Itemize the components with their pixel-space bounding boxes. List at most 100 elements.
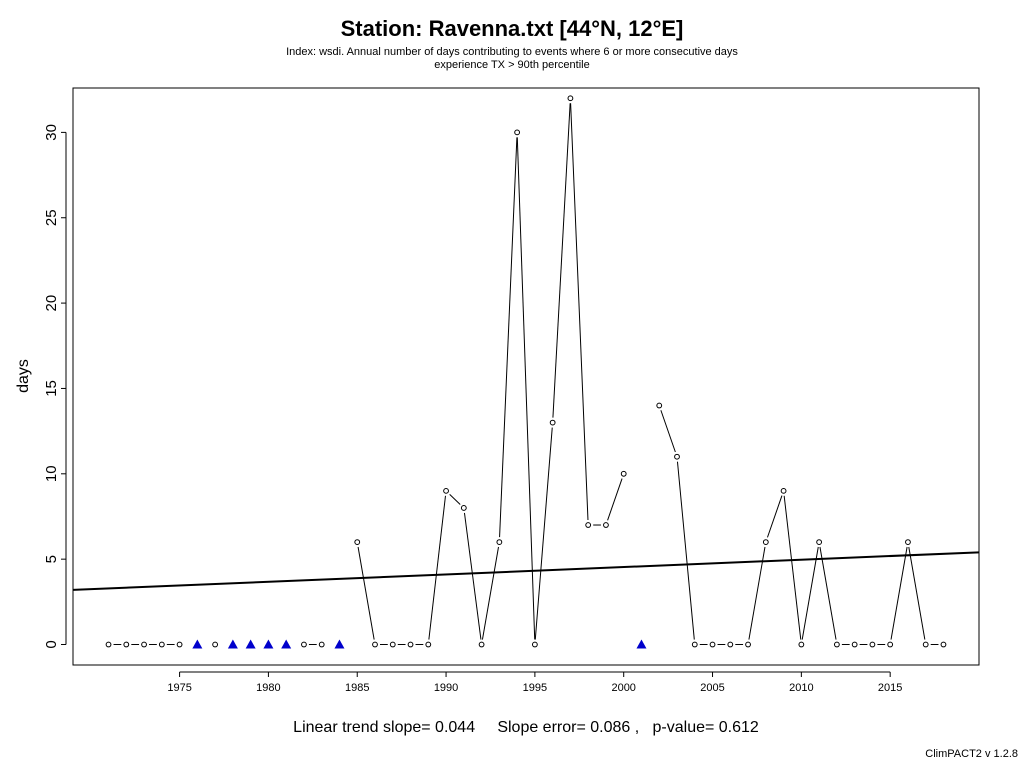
y-tick-label: 30 — [43, 124, 60, 141]
x-tick-label: 2010 — [789, 682, 813, 694]
y-axis-label: days — [15, 359, 32, 393]
x-tick-label: 1995 — [523, 682, 547, 694]
data-point — [780, 487, 787, 494]
data-point — [212, 641, 219, 648]
data-point — [745, 641, 751, 648]
data-point — [496, 539, 503, 545]
subtitle-line-2: experience TX > 90th percentile — [434, 59, 590, 71]
data-point — [887, 641, 894, 648]
missing-marker — [227, 639, 238, 649]
data-point — [727, 641, 734, 648]
data-point — [905, 539, 911, 545]
data-point — [674, 453, 680, 460]
series-segment — [570, 103, 589, 521]
data-point — [798, 641, 805, 648]
data-point — [354, 539, 361, 545]
series-segment — [449, 493, 461, 505]
series-segment — [890, 546, 908, 640]
trend-stats: Linear trend slope= 0.044 Slope error= 0… — [293, 719, 759, 736]
subtitle-line-1: Index: wsdi. Annual number of days contr… — [286, 46, 738, 58]
data-point — [389, 641, 396, 648]
data-point — [407, 641, 414, 648]
data-point — [567, 95, 574, 102]
x-tick-label: 2005 — [700, 682, 724, 694]
data-point — [176, 641, 183, 648]
data-point — [372, 641, 378, 648]
series-segment — [819, 546, 837, 640]
series-segment — [516, 137, 536, 640]
y-tick-label: 15 — [43, 380, 60, 397]
data-point — [851, 641, 858, 648]
x-tick-label: 2000 — [611, 682, 635, 694]
x-axis: 1975 1980 1985 1990 1995 2000 2005 2010 2015 — [167, 671, 902, 694]
y-tick-label: 20 — [43, 295, 60, 312]
series-segment — [607, 478, 623, 521]
data-point — [531, 641, 538, 648]
data-point — [620, 470, 627, 477]
chart-title: Station: Ravenna.txt [44°N, 12°E] — [340, 16, 684, 41]
version-label: ClimPACT2 v 1.2.8 — [925, 748, 1018, 760]
data-point — [123, 641, 130, 648]
y-tick-label: 10 — [43, 465, 60, 482]
missing-markers — [192, 639, 647, 649]
series-segment — [783, 495, 802, 640]
series-segment — [552, 103, 571, 418]
y-tick-label: 0 — [43, 640, 60, 648]
x-tick-label: 1990 — [434, 682, 458, 694]
missing-marker — [263, 639, 274, 649]
series-segment — [499, 137, 518, 538]
missing-marker — [334, 639, 345, 649]
data-point — [709, 641, 716, 648]
x-tick-label: 1980 — [256, 682, 280, 694]
series-segment — [534, 427, 553, 640]
series-segment — [357, 546, 375, 640]
x-tick-label: 1975 — [167, 682, 191, 694]
series-segment — [463, 512, 482, 640]
data-point — [762, 539, 769, 545]
series-segment — [481, 546, 499, 640]
data-point — [460, 505, 467, 511]
data-point — [105, 641, 112, 648]
series-segment — [748, 546, 766, 640]
y-tick-label: 25 — [43, 209, 60, 226]
data-point — [158, 641, 165, 648]
y-axis: 0 5 10 15 20 25 30 — [43, 124, 67, 649]
data-point — [301, 641, 307, 648]
trend-line-path — [72, 551, 980, 591]
data-point — [585, 522, 592, 528]
data-point — [425, 641, 432, 648]
chart-subtitle: Index: wsdi. Annual number of days contr… — [212, 46, 812, 72]
missing-marker — [192, 639, 203, 649]
series-segment — [676, 461, 695, 640]
series-segment — [908, 546, 926, 640]
data-point — [443, 487, 449, 494]
x-tick-label: 2015 — [878, 682, 902, 694]
data-point — [691, 641, 698, 648]
data-point — [141, 641, 147, 648]
data-point — [940, 641, 947, 648]
data-point — [478, 641, 485, 648]
data-point — [922, 641, 929, 648]
series-segment — [660, 410, 676, 453]
trend-line — [72, 551, 980, 591]
x-tick-label: 1985 — [345, 682, 369, 694]
data-points — [105, 95, 947, 648]
missing-marker — [281, 639, 292, 649]
series-segment — [766, 495, 783, 538]
data-point — [833, 641, 840, 648]
data-point — [816, 539, 823, 545]
data-point — [656, 402, 663, 409]
series-line — [113, 103, 939, 646]
data-point — [514, 129, 521, 136]
plot-frame — [72, 87, 980, 666]
data-point — [869, 641, 876, 648]
missing-marker — [636, 639, 647, 649]
series-segment — [428, 495, 446, 640]
missing-marker — [245, 639, 256, 649]
data-point — [603, 522, 609, 528]
series-segment — [801, 546, 819, 640]
y-tick-label: 5 — [43, 555, 60, 563]
data-point — [549, 419, 556, 426]
data-point — [318, 641, 325, 648]
